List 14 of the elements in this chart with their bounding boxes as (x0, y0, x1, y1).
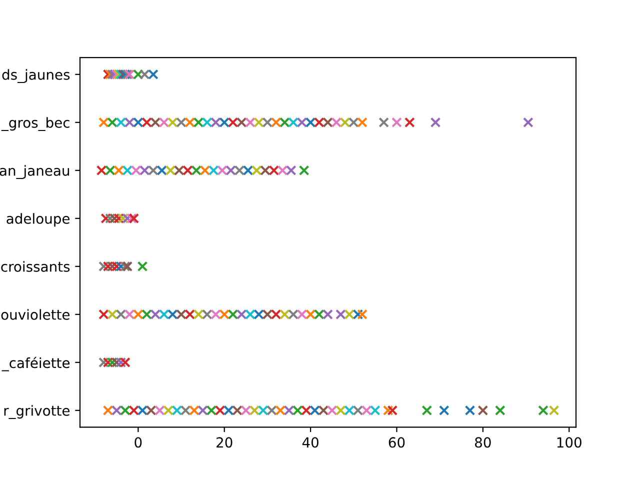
x-tick-label: 100 (557, 437, 582, 448)
y-tick-label: ds_jaunes (2, 69, 70, 83)
y-tick-label: r_grivotte (4, 405, 70, 419)
x-tick-label: 40 (302, 437, 318, 448)
y-tick-label: ouviolette (1, 309, 70, 320)
y-tick-label: _gros_bec (1, 117, 70, 131)
y-tick-label: adeloupe (6, 213, 70, 227)
x-tick-label: 60 (388, 437, 405, 448)
y-tick-label: an_janeau (0, 165, 70, 179)
x-tick-label: 20 (216, 437, 232, 448)
y-tick-label: croissants (1, 261, 70, 272)
y-tick-label: _caféiette (2, 356, 70, 372)
x-tick-label: 0 (134, 437, 142, 448)
x-tick-label: 80 (475, 437, 491, 448)
